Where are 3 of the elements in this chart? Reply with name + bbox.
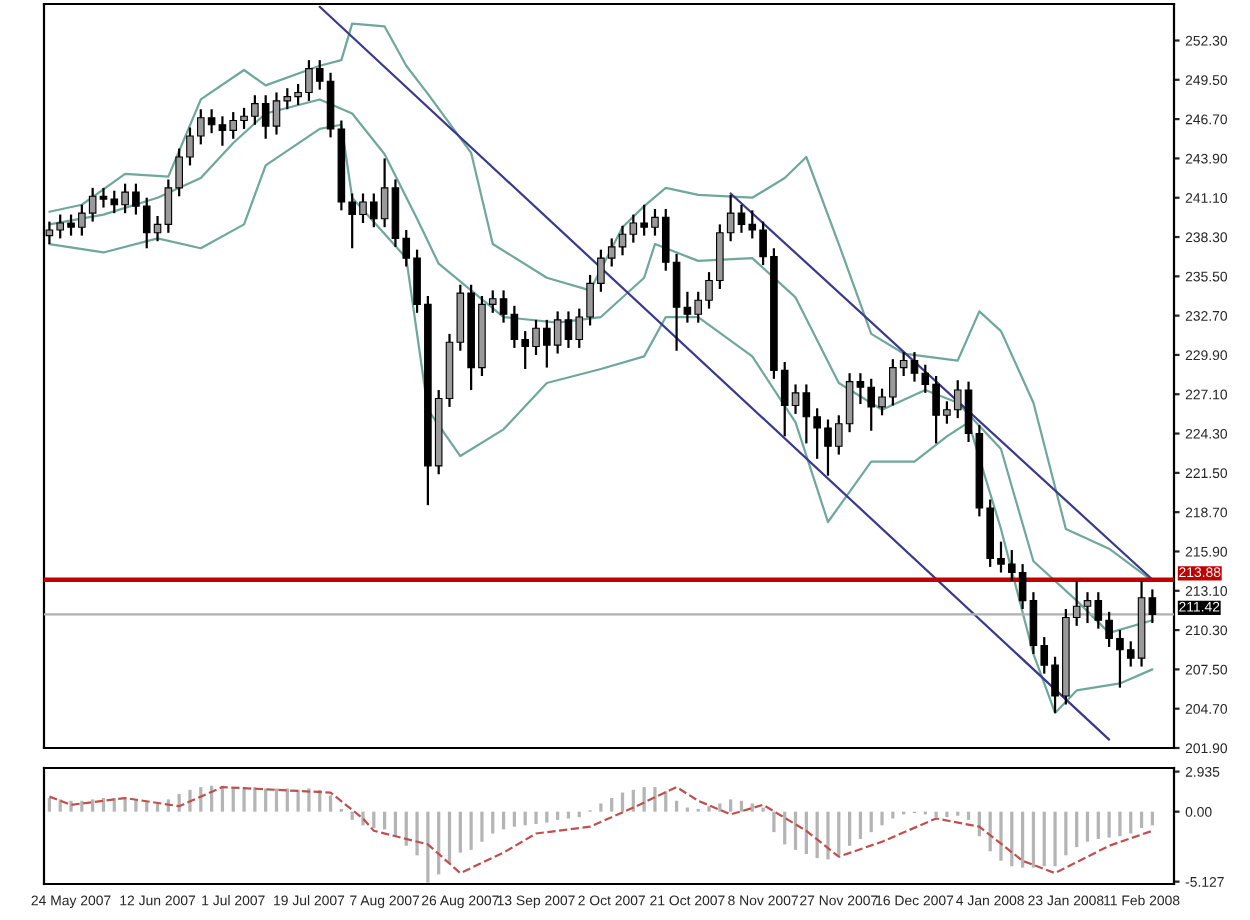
line-series (48, 786, 1154, 875)
line-series (48, 22, 1154, 583)
line-series (48, 123, 1154, 715)
